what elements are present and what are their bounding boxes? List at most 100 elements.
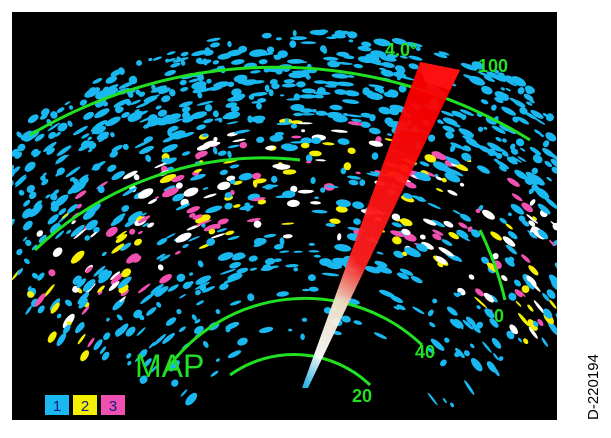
echo bbox=[603, 274, 611, 286]
echo bbox=[0, 210, 8, 227]
echo bbox=[1, 195, 11, 205]
echo bbox=[306, 75, 311, 80]
echo bbox=[0, 227, 6, 241]
echo bbox=[302, 318, 307, 322]
echo bbox=[558, 246, 572, 260]
elevation-label: 4.0° bbox=[385, 40, 417, 60]
echo bbox=[587, 228, 596, 237]
echo bbox=[602, 136, 611, 145]
echo bbox=[558, 209, 569, 220]
echo bbox=[599, 281, 609, 293]
echo bbox=[593, 238, 601, 246]
echo bbox=[0, 150, 1, 162]
echo bbox=[598, 136, 604, 142]
echo bbox=[604, 175, 608, 179]
echo bbox=[562, 289, 571, 298]
echo bbox=[566, 164, 577, 173]
echo bbox=[0, 153, 2, 160]
echo bbox=[582, 277, 591, 286]
echo bbox=[579, 320, 584, 326]
range-label: 100 bbox=[478, 56, 508, 76]
range-label: 0 bbox=[494, 306, 504, 326]
echo bbox=[0, 198, 3, 215]
echo bbox=[569, 218, 581, 230]
echo bbox=[575, 192, 583, 199]
echo bbox=[557, 159, 574, 174]
echo bbox=[0, 278, 11, 291]
echo bbox=[0, 279, 12, 295]
echo bbox=[582, 193, 589, 200]
echo bbox=[582, 190, 590, 198]
echo bbox=[566, 231, 575, 240]
echo bbox=[2, 268, 10, 275]
echo bbox=[588, 145, 602, 158]
echo bbox=[600, 256, 605, 261]
echo bbox=[0, 209, 11, 220]
legend-label: 1 bbox=[53, 398, 61, 415]
echo bbox=[604, 201, 611, 209]
echo bbox=[571, 257, 578, 264]
echo bbox=[581, 223, 595, 237]
echo bbox=[556, 226, 568, 238]
echo bbox=[0, 167, 3, 174]
echo bbox=[297, 122, 313, 124]
echo bbox=[302, 289, 310, 291]
echo bbox=[0, 174, 4, 186]
echo bbox=[598, 195, 611, 208]
echo bbox=[591, 201, 602, 212]
echo bbox=[559, 136, 577, 151]
echo bbox=[557, 175, 566, 184]
echo bbox=[581, 158, 595, 171]
echo bbox=[607, 247, 611, 261]
echo bbox=[569, 160, 586, 176]
echo bbox=[2, 153, 13, 163]
echo bbox=[567, 238, 578, 249]
echo bbox=[573, 235, 582, 244]
echo bbox=[0, 219, 3, 233]
echo bbox=[0, 247, 6, 254]
echo bbox=[590, 280, 601, 294]
echo bbox=[582, 132, 600, 149]
echo bbox=[588, 145, 598, 155]
echo bbox=[603, 201, 610, 208]
echo bbox=[602, 188, 611, 201]
echo bbox=[0, 284, 5, 297]
range-label: 40 bbox=[415, 342, 435, 362]
radar-display: 4.0° 100 0 40 20 MAP 1 2 3 D-220194 bbox=[0, 0, 611, 438]
echo bbox=[569, 166, 581, 177]
echo bbox=[0, 164, 1, 181]
echo bbox=[2, 261, 14, 274]
echo bbox=[0, 144, 14, 158]
echo bbox=[0, 175, 2, 190]
echo bbox=[3, 178, 10, 185]
echo bbox=[584, 147, 595, 157]
echo bbox=[561, 191, 577, 206]
echo bbox=[590, 281, 596, 287]
echo bbox=[566, 241, 577, 252]
echo bbox=[299, 94, 316, 98]
echo bbox=[601, 280, 608, 287]
echo bbox=[601, 163, 611, 176]
echo bbox=[571, 238, 580, 247]
echo bbox=[572, 224, 584, 236]
echo bbox=[559, 110, 570, 119]
echo bbox=[569, 222, 580, 233]
echo bbox=[0, 172, 3, 184]
echo bbox=[573, 322, 580, 330]
range-label: 20 bbox=[352, 386, 372, 406]
echo bbox=[597, 220, 606, 229]
echo bbox=[571, 243, 586, 259]
echo bbox=[301, 41, 317, 44]
echo bbox=[0, 216, 6, 233]
echo bbox=[0, 154, 9, 163]
mode-label: MAP bbox=[135, 348, 204, 384]
page: 4.0° 100 0 40 20 MAP 1 2 3 D-220194 bbox=[0, 0, 611, 438]
echo bbox=[576, 147, 591, 160]
echo bbox=[562, 298, 572, 310]
legend-label: 3 bbox=[109, 398, 117, 415]
legend: 1 2 3 bbox=[45, 395, 125, 415]
echo bbox=[301, 143, 310, 149]
echo bbox=[566, 146, 572, 151]
echo bbox=[1, 256, 14, 270]
echo bbox=[0, 147, 5, 159]
